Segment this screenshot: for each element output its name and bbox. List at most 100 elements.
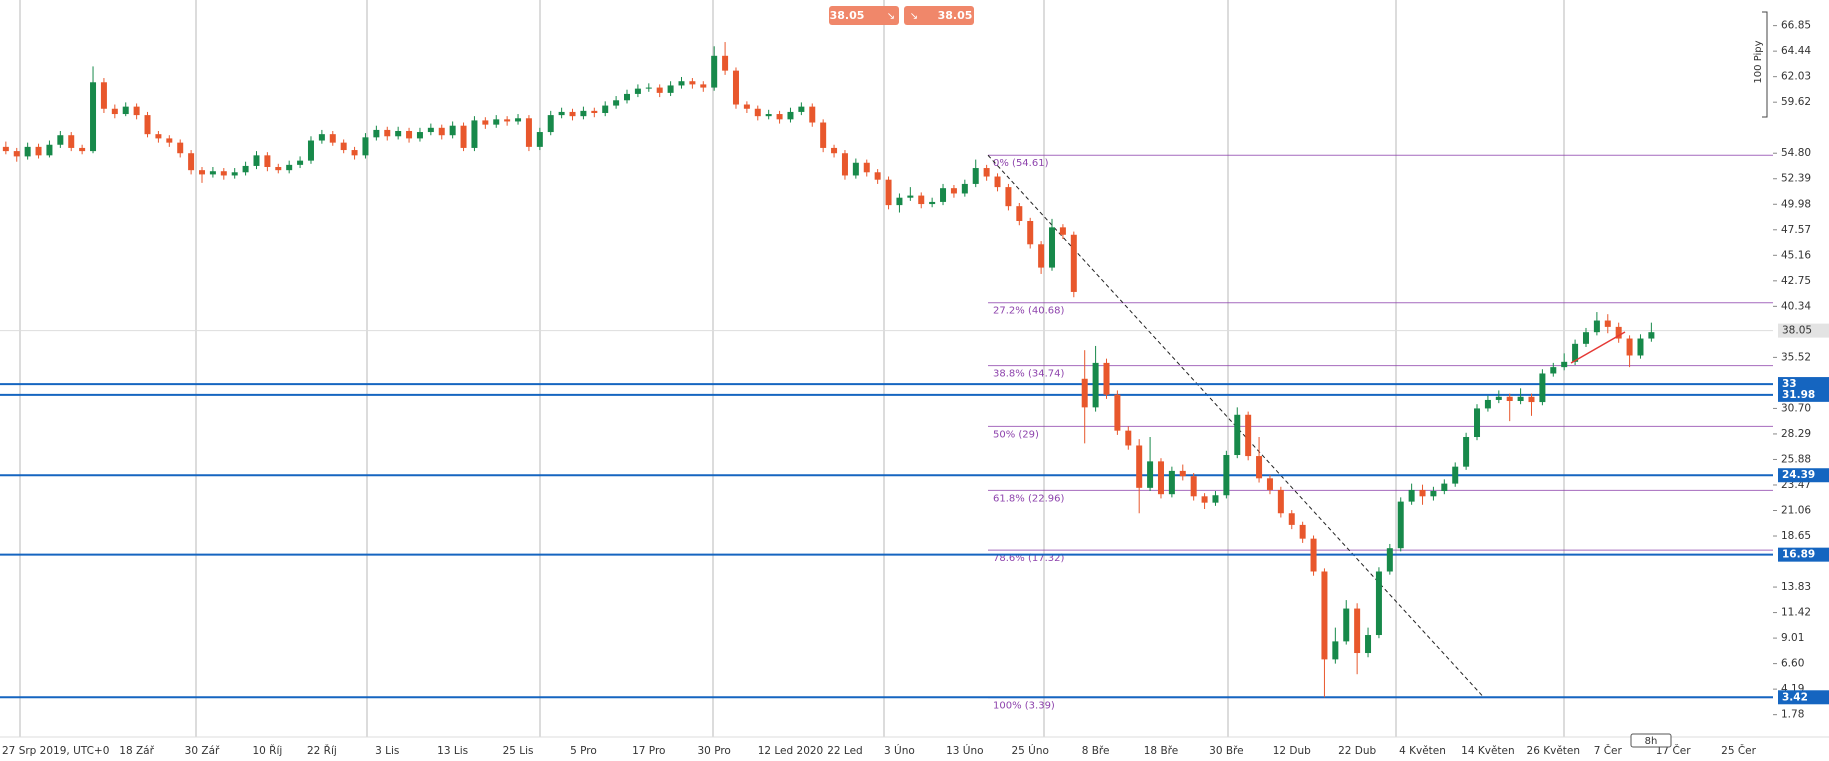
x-tick-label: 18 Bře: [1144, 745, 1178, 757]
candle-body: [90, 82, 97, 152]
candle-body: [722, 55, 729, 71]
candle-body: [318, 134, 325, 141]
level-label: 16.89: [1782, 549, 1815, 561]
pips-label: 100 Pipy: [1753, 40, 1764, 83]
candle-body: [482, 120, 489, 125]
fib-label: 27.2% (40.68): [993, 306, 1064, 317]
candle-body: [972, 168, 979, 184]
candle-body: [1375, 571, 1382, 636]
y-tick-label: 13.83: [1781, 581, 1811, 593]
candle-body: [1038, 244, 1045, 268]
candle-body: [743, 104, 750, 109]
y-tick-label: 28.29: [1781, 428, 1811, 440]
candle-body: [1561, 361, 1568, 368]
candle-body: [1212, 495, 1219, 503]
candle-body: [297, 160, 304, 165]
candle-body: [896, 197, 903, 206]
candle-body: [841, 153, 848, 176]
candle-body: [689, 81, 696, 85]
candle-body: [166, 138, 173, 143]
candle-body: [940, 188, 947, 202]
candle-body: [1484, 399, 1491, 409]
y-tick-label: 52.39: [1781, 173, 1811, 185]
candle-body: [536, 132, 543, 147]
candle-body: [188, 153, 195, 171]
candle-body: [1572, 343, 1579, 362]
axes: 66.85 64.44 62.03 59.62 54.80 52.39 49.98 47.57…: [2, 20, 1829, 757]
candle-body: [449, 125, 456, 136]
candle-body: [1365, 635, 1372, 654]
buy-button[interactable]: [904, 6, 974, 25]
candle-body: [776, 114, 783, 120]
candle-body: [1223, 455, 1230, 496]
candle-body: [1408, 489, 1415, 502]
y-tick-label: 21.06: [1781, 504, 1811, 516]
x-tick-label: 30 Zář: [185, 745, 220, 757]
candle-body: [994, 176, 1001, 188]
candle-body: [493, 119, 500, 125]
candle-body: [602, 105, 609, 113]
candle-body: [645, 87, 652, 89]
level-label: 33: [1782, 378, 1797, 390]
candle-body: [918, 195, 925, 205]
buy-price[interactable]: 38.05: [938, 9, 973, 22]
candle-body: [1059, 227, 1066, 235]
y-tick-label: 11.42: [1781, 607, 1811, 619]
levels: 0% (54.61) 27.2% (40.68) 38.8% (34.74) 50% …: [0, 154, 1773, 712]
candle-body: [264, 155, 271, 167]
candle-body: [24, 146, 31, 157]
candle-body: [1005, 187, 1012, 207]
candle-body: [1582, 332, 1589, 344]
timeframe-frame[interactable]: [1630, 733, 1672, 748]
sell-button[interactable]: [829, 6, 899, 25]
candle-body: [1343, 608, 1350, 642]
candle-body: [406, 130, 413, 139]
y-tick-label: 49.98: [1781, 198, 1811, 210]
x-tick-label: 25 Čer: [1721, 744, 1756, 757]
timeframe[interactable]: 8h: [1645, 736, 1658, 747]
candle-body: [798, 106, 805, 112]
candle-body: [209, 171, 216, 175]
fib-label: 61.8% (22.96): [993, 493, 1064, 504]
candle-body: [580, 110, 587, 117]
x-tick-label: 10 Říj: [252, 744, 282, 757]
candle-body: [286, 164, 293, 171]
candle-body: [1430, 491, 1437, 497]
candle-body: [831, 147, 838, 154]
fib-label: 78.6% (17.32): [993, 553, 1064, 564]
x-tick-label: 14 Květen: [1461, 745, 1515, 757]
y-tick-label: 25.88: [1781, 453, 1811, 465]
candle-body: [852, 162, 859, 176]
candle-body: [1103, 362, 1110, 395]
candle-body: [547, 115, 554, 133]
candle-body: [111, 108, 118, 115]
x-tick-label: 8 Bře: [1082, 745, 1110, 757]
candle-body: [1288, 513, 1295, 525]
y-tick-label: 45.16: [1781, 249, 1811, 261]
level-label: 31.98: [1782, 389, 1815, 401]
x-tick-label: 3 Lis: [375, 745, 399, 757]
candle-body: [177, 142, 184, 154]
sell-price[interactable]: 38.05: [830, 9, 865, 22]
x-tick-label: 22 Říj: [307, 744, 337, 757]
level-tag: [1778, 690, 1829, 705]
candle-body: [395, 130, 402, 137]
candle-body: [1114, 394, 1121, 431]
candles: [2, 42, 1655, 698]
candle-body: [275, 166, 282, 171]
candle-body: [929, 201, 936, 205]
candle-body: [13, 151, 20, 157]
candle-body: [1179, 470, 1186, 477]
candle-body: [1441, 483, 1448, 492]
level-tag: [1778, 377, 1829, 392]
trade-buttons[interactable]: 38.05 ↘ ↘ 38.05: [829, 6, 974, 25]
candle-body: [2, 146, 9, 152]
x-tick-label: 7 Čer: [1594, 744, 1623, 757]
candle-body: [231, 172, 238, 176]
x-tick-label: 26 Květen: [1527, 745, 1581, 757]
candle-body: [1550, 367, 1557, 374]
timeframe-box[interactable]: 8h: [1630, 733, 1672, 748]
candle-body: [950, 188, 957, 194]
candle-body: [133, 106, 140, 116]
pips-bracket: [1762, 11, 1768, 118]
